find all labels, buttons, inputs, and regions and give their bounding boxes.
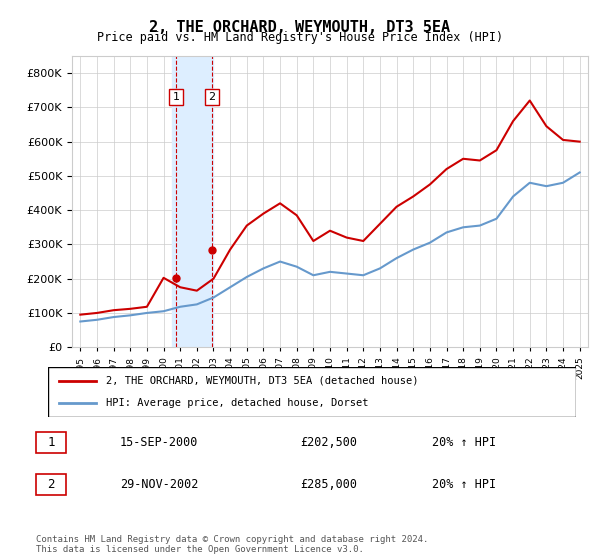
Text: 1: 1 [173,92,179,102]
FancyBboxPatch shape [48,367,576,417]
FancyBboxPatch shape [36,432,66,453]
Text: £202,500: £202,500 [300,436,357,449]
Text: 2: 2 [47,478,55,491]
Text: £285,000: £285,000 [300,478,357,491]
Text: HPI: Average price, detached house, Dorset: HPI: Average price, detached house, Dors… [106,398,368,408]
Bar [172,56,214,347]
Text: 1: 1 [47,436,55,449]
Text: 2, THE ORCHARD, WEYMOUTH, DT3 5EA (detached house): 2, THE ORCHARD, WEYMOUTH, DT3 5EA (detac… [106,376,419,386]
Text: 2, THE ORCHARD, WEYMOUTH, DT3 5EA: 2, THE ORCHARD, WEYMOUTH, DT3 5EA [149,20,451,35]
Text: Price paid vs. HM Land Registry's House Price Index (HPI): Price paid vs. HM Land Registry's House … [97,31,503,44]
Text: 2: 2 [208,92,215,102]
Text: 15-SEP-2000: 15-SEP-2000 [120,436,199,449]
Text: 20% ↑ HPI: 20% ↑ HPI [432,478,496,491]
Text: 20% ↑ HPI: 20% ↑ HPI [432,436,496,449]
Text: 29-NOV-2002: 29-NOV-2002 [120,478,199,491]
Text: Contains HM Land Registry data © Crown copyright and database right 2024.
This d: Contains HM Land Registry data © Crown c… [36,535,428,554]
FancyBboxPatch shape [36,474,66,495]
